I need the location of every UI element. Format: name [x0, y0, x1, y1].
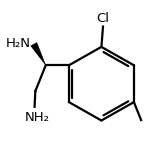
Polygon shape	[31, 43, 46, 65]
Text: Cl: Cl	[96, 12, 110, 25]
Text: H₂N: H₂N	[5, 37, 31, 50]
Text: NH₂: NH₂	[24, 111, 49, 124]
